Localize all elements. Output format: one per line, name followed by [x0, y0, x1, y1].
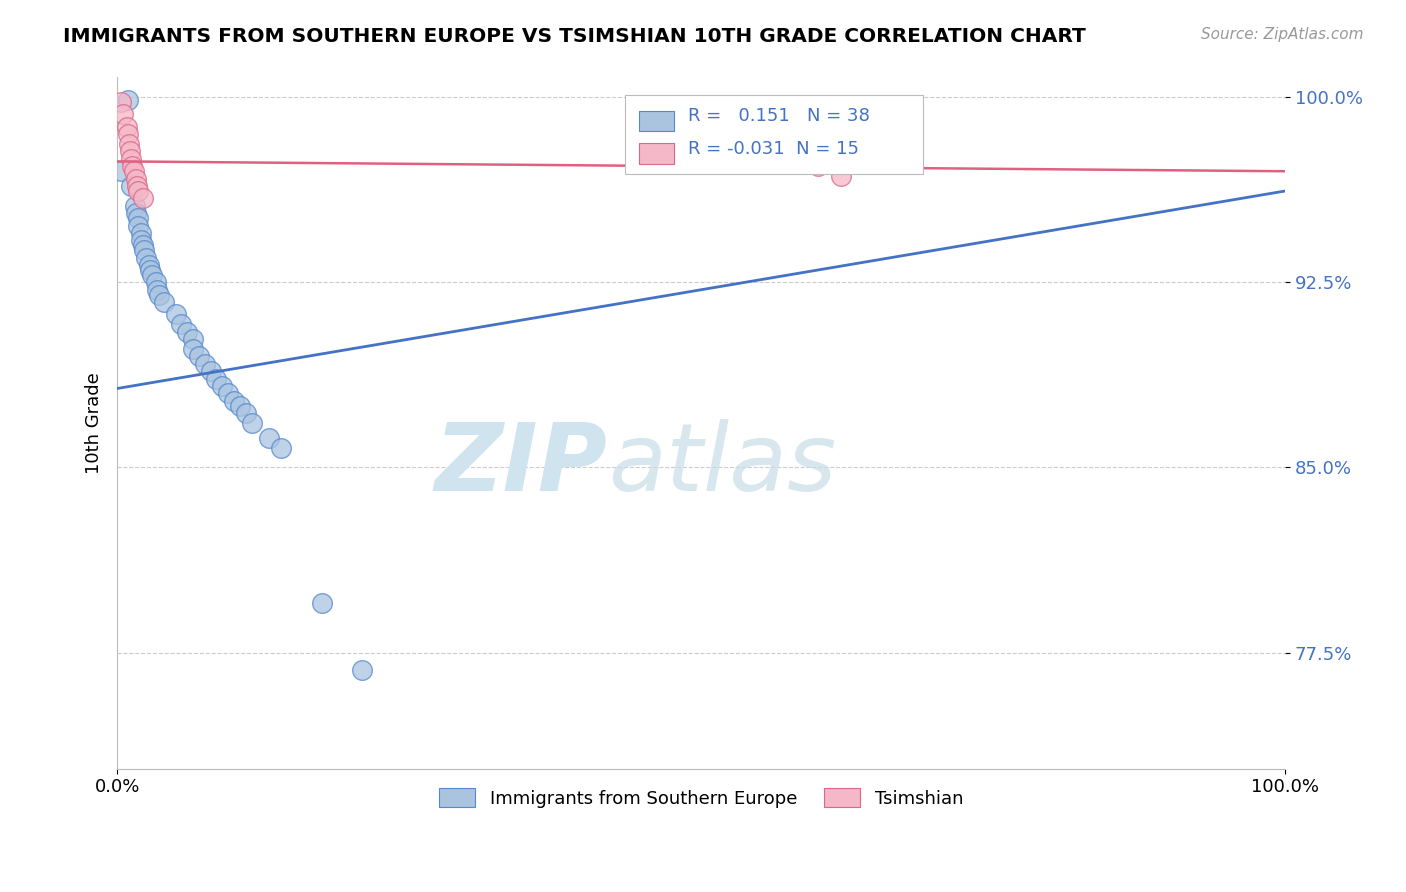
Point	[124, 199, 146, 213]
Point	[132, 238, 155, 252]
Point	[148, 287, 170, 301]
Point	[132, 244, 155, 258]
Point	[115, 120, 138, 134]
Point	[311, 596, 333, 610]
Point	[181, 342, 204, 356]
Point	[139, 263, 162, 277]
Point	[217, 386, 239, 401]
Point	[135, 251, 157, 265]
Text: IMMIGRANTS FROM SOUTHERN EUROPE VS TSIMSHIAN 10TH GRADE CORRELATION CHART: IMMIGRANTS FROM SOUTHERN EUROPE VS TSIMS…	[63, 27, 1085, 45]
FancyBboxPatch shape	[640, 111, 675, 131]
Point	[146, 283, 169, 297]
Point	[120, 152, 142, 166]
Point	[229, 399, 252, 413]
Point	[270, 441, 292, 455]
Point	[222, 393, 245, 408]
Point	[240, 416, 263, 430]
Point	[122, 164, 145, 178]
Point	[125, 206, 148, 220]
Point	[200, 364, 222, 378]
Point	[176, 325, 198, 339]
Point	[830, 169, 852, 184]
Legend: Immigrants from Southern Europe, Tsimshian: Immigrants from Southern Europe, Tsimshi…	[432, 781, 970, 815]
Point	[118, 137, 141, 152]
Point	[257, 431, 280, 445]
Point	[205, 371, 228, 385]
Point	[117, 93, 139, 107]
Text: ZIP: ZIP	[434, 418, 607, 510]
Point	[211, 379, 233, 393]
Text: Source: ZipAtlas.com: Source: ZipAtlas.com	[1201, 27, 1364, 42]
Point	[125, 179, 148, 194]
Point	[132, 191, 155, 205]
Point	[235, 406, 257, 420]
Point	[129, 226, 152, 240]
Y-axis label: 10th Grade: 10th Grade	[86, 372, 103, 474]
Point	[141, 268, 163, 282]
Point	[127, 211, 149, 226]
Point	[110, 95, 132, 109]
Point	[352, 663, 374, 677]
Point	[807, 159, 830, 173]
FancyBboxPatch shape	[626, 95, 924, 174]
Point	[125, 171, 148, 186]
Point	[121, 159, 143, 173]
Point	[120, 179, 142, 194]
Point	[165, 307, 187, 321]
Point	[138, 258, 160, 272]
Text: R = -0.031  N = 15: R = -0.031 N = 15	[689, 140, 859, 158]
Point	[194, 357, 217, 371]
Text: atlas: atlas	[607, 419, 837, 510]
Point	[118, 145, 141, 159]
Point	[117, 127, 139, 141]
Point	[127, 219, 149, 233]
Point	[110, 164, 132, 178]
Point	[181, 332, 204, 346]
Text: R =   0.151   N = 38: R = 0.151 N = 38	[689, 107, 870, 125]
Point	[112, 107, 135, 121]
Point	[187, 350, 209, 364]
FancyBboxPatch shape	[640, 143, 675, 164]
Point	[127, 184, 149, 198]
Point	[153, 295, 176, 310]
Point	[129, 233, 152, 247]
Point	[145, 276, 167, 290]
Point	[170, 318, 193, 332]
